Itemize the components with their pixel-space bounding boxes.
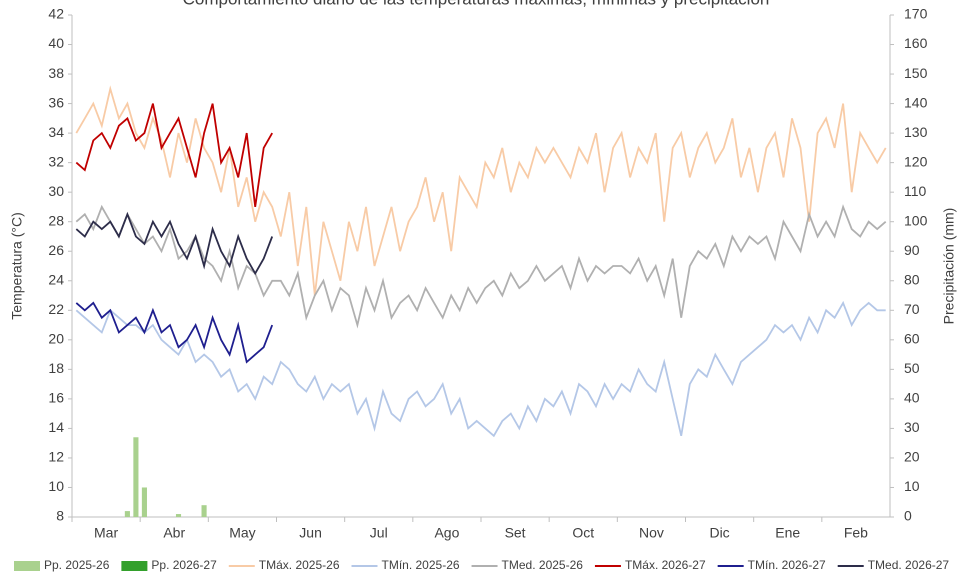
y2-tick-label: 130 [904, 124, 928, 140]
y-tick-label: 42 [48, 6, 64, 22]
legend-label: TMed. 2026-27 [868, 558, 950, 572]
y-tick-label: 8 [56, 508, 64, 524]
y2-tick-label: 80 [904, 271, 920, 287]
y2-tick-label: 170 [904, 6, 928, 22]
x-tick-label: Mar [94, 525, 118, 541]
x-tick-label: Ago [434, 525, 459, 541]
y2-axis-label: Precipitación (mm) [941, 208, 957, 325]
precip-bar [141, 487, 147, 517]
precip-bar [124, 511, 130, 517]
y-tick-label: 10 [48, 478, 64, 494]
series-line [75, 204, 887, 329]
y2-tick-label: 140 [904, 94, 928, 110]
y-tick-label: 34 [48, 124, 64, 140]
y-axis-label: Temperatura (°C) [9, 212, 25, 320]
y2-tick-label: 60 [904, 331, 920, 347]
y2-tick-label: 120 [904, 153, 928, 169]
precip-bar [201, 505, 207, 517]
x-tick-label: Jun [299, 525, 322, 541]
series-line [75, 300, 886, 438]
y2-tick-label: 100 [904, 212, 928, 228]
legend-label: Pp. 2025-26 [44, 558, 110, 572]
y2-tick-label: 30 [904, 419, 920, 435]
legend-label: TMín. 2026-27 [748, 558, 826, 572]
x-tick-label: Feb [844, 525, 868, 541]
x-tick-label: May [229, 525, 255, 541]
x-tick-label: Jul [370, 525, 388, 541]
y2-tick-label: 70 [904, 301, 920, 317]
precip-bar [133, 437, 139, 517]
y2-tick-label: 50 [904, 360, 920, 376]
x-tick-label: Nov [639, 525, 664, 541]
series-line [75, 301, 274, 364]
chart-title: Comportamiento diario de las temperatura… [183, 0, 770, 8]
y-tick-label: 14 [48, 419, 64, 435]
series-line [75, 103, 273, 208]
legend-label: TMed. 2025-26 [502, 558, 584, 572]
y2-tick-label: 90 [904, 242, 920, 258]
x-tick-label: Abr [163, 525, 185, 541]
y-tick-label: 24 [48, 271, 64, 287]
y-tick-label: 28 [48, 212, 64, 228]
series-line [75, 211, 274, 276]
x-tick-label: Ene [775, 525, 800, 541]
y-tick-label: 40 [48, 35, 64, 51]
legend-label: TMín. 2025-26 [382, 558, 460, 572]
y2-tick-label: 40 [904, 390, 920, 406]
y-tick-label: 12 [48, 449, 64, 465]
legend-swatch [14, 561, 40, 571]
x-tick-label: Dic [709, 525, 729, 541]
legend-label: TMáx. 2025-26 [259, 558, 340, 572]
y2-tick-label: 160 [904, 35, 928, 51]
y2-tick-label: 110 [904, 183, 927, 199]
y-tick-label: 16 [48, 390, 64, 406]
y-tick-label: 26 [48, 242, 64, 258]
y-tick-label: 38 [48, 65, 64, 81]
x-tick-label: Oct [572, 525, 594, 541]
y2-tick-label: 10 [904, 478, 920, 494]
legend-label: TMáx. 2026-27 [625, 558, 706, 572]
x-tick-label: Set [505, 525, 526, 541]
y2-tick-label: 20 [904, 449, 920, 465]
legend-label: Pp. 2026-27 [151, 558, 217, 572]
series-line [75, 85, 887, 296]
precip-bar [175, 514, 182, 517]
legend-swatch [121, 561, 148, 571]
y-tick-label: 22 [48, 301, 64, 317]
y-tick-label: 32 [48, 153, 64, 169]
y-tick-label: 18 [48, 360, 64, 376]
y-tick-label: 20 [48, 331, 64, 347]
y2-tick-label: 0 [904, 508, 912, 524]
y2-tick-label: 150 [904, 65, 928, 81]
y-tick-label: 30 [48, 183, 64, 199]
y-tick-label: 36 [48, 94, 64, 110]
